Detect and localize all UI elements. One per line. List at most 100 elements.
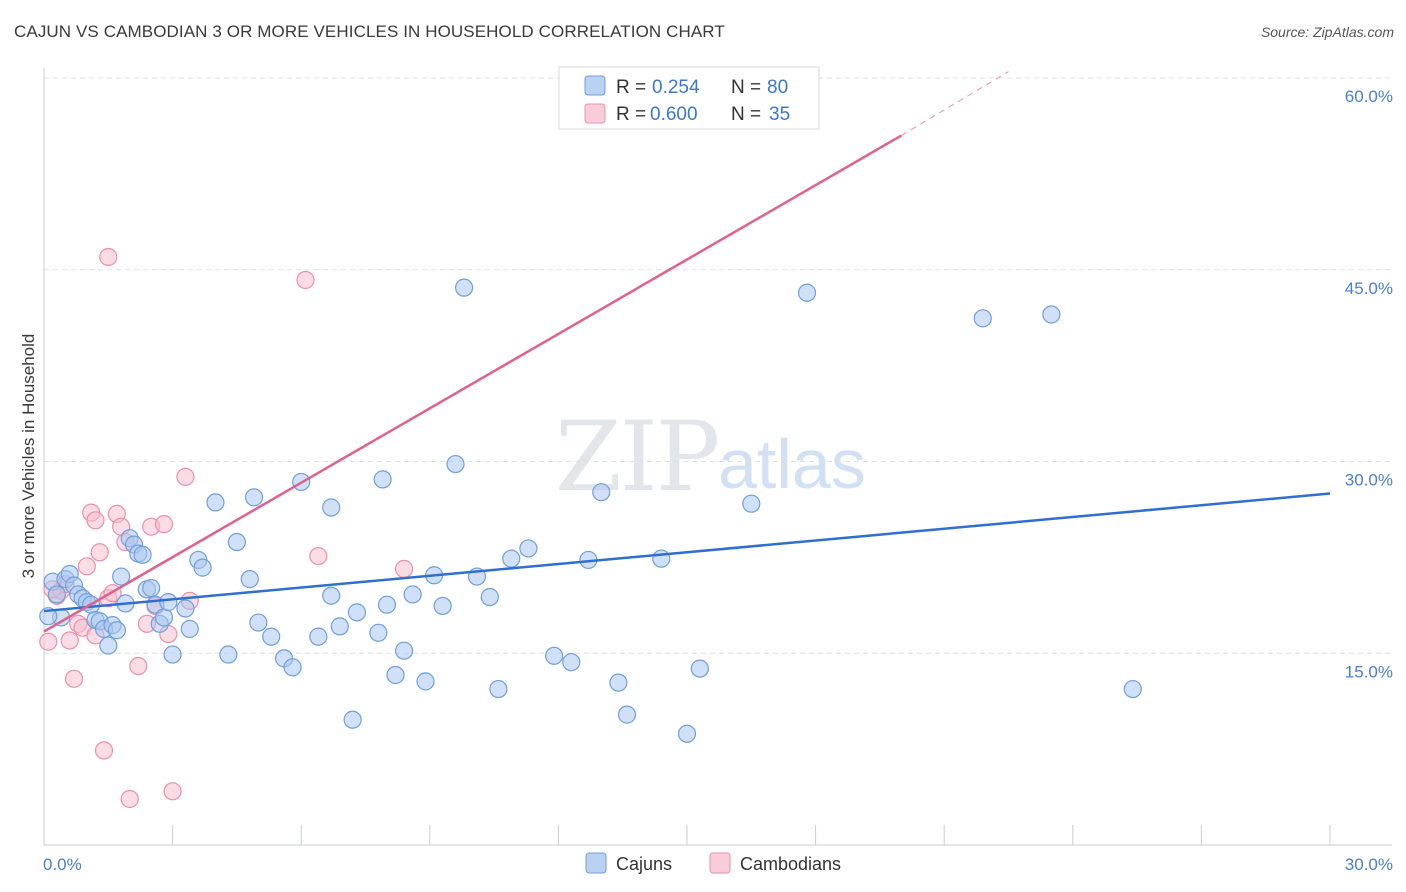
legend-r-value-cambodians: 0.600	[650, 104, 698, 125]
legend-n-label-cambodians: N =	[731, 104, 761, 125]
cajun-point	[322, 586, 341, 605]
cambodian-point	[296, 270, 315, 290]
legend-n-label-cajuns: N =	[731, 77, 761, 98]
cajun-point	[99, 636, 118, 655]
cajun-point	[973, 309, 992, 328]
cambodian-point	[163, 782, 182, 801]
cajun-point	[262, 627, 281, 646]
cajun-point	[112, 567, 131, 586]
legend-r-value-cajuns: 0.254	[652, 77, 700, 98]
cajun-point	[227, 532, 246, 552]
cajun-point	[609, 673, 628, 692]
cajun-point	[394, 641, 414, 660]
gridlines	[44, 77, 1392, 654]
cajun-point	[489, 679, 508, 699]
cajun-point	[219, 645, 238, 664]
cambodian-point	[309, 546, 328, 566]
y-tick-label: 30.0%	[1345, 471, 1393, 490]
cajun-point	[373, 470, 392, 489]
cajun-point	[330, 617, 349, 636]
cajun-trend-line	[43, 492, 1331, 613]
legend-r-label-cambodians: R =	[616, 104, 646, 125]
cajun-point	[433, 596, 452, 616]
bottom-legend-swatch-cambodians	[709, 852, 731, 874]
cajun-point	[107, 621, 126, 640]
cambodian-point	[129, 656, 148, 676]
cajun-point	[206, 493, 225, 512]
cajun-point	[1042, 305, 1061, 324]
legend-box: R = 0.254 N = 80 R = 0.600 N = 35	[558, 66, 820, 130]
legend-n-value-cajuns: 80	[767, 77, 788, 98]
x-tick-label: 30.0%	[1345, 855, 1393, 874]
legend-swatch-cajuns	[584, 75, 606, 96]
cajun-point	[519, 539, 538, 558]
watermark: ZIP atlas	[555, 401, 866, 513]
cajun-point	[193, 558, 212, 577]
cajun-point	[244, 488, 264, 507]
cajun-point	[39, 607, 58, 626]
cambodian-point	[99, 247, 118, 267]
cajun-point	[377, 595, 397, 614]
cajun-point	[240, 570, 259, 589]
cajun-point	[454, 278, 474, 297]
cajun-point	[545, 646, 564, 665]
cambodian-point	[39, 632, 58, 651]
cajun-point	[159, 593, 178, 612]
x-axis-ticks	[43, 825, 1331, 845]
bottom-legend-swatch-cajuns	[585, 852, 607, 874]
cambodian-point	[64, 669, 84, 688]
cambodian-point	[394, 559, 414, 578]
cambodian-trend-line	[43, 134, 902, 633]
cajun-point	[416, 672, 435, 691]
cajun-point	[47, 585, 66, 604]
cajun-point	[347, 603, 367, 622]
bottom-legend-label-cajuns: Cajuns	[616, 854, 672, 874]
cajun-point	[386, 665, 405, 685]
cajun-point	[403, 585, 422, 604]
cajun-point	[592, 483, 611, 502]
cajun-point	[617, 705, 637, 724]
cambodian-point	[120, 789, 139, 809]
cambodian-point	[176, 467, 195, 486]
cajun-point	[677, 724, 697, 743]
legend-n-value-cambodians: 35	[769, 104, 790, 125]
source-label: Source: ZipAtlas.com	[1260, 24, 1394, 40]
cajun-point	[652, 549, 671, 568]
cajun-point	[163, 645, 182, 664]
cajun-point	[283, 658, 302, 677]
cajun-point	[322, 498, 341, 517]
cajun-point	[446, 454, 465, 474]
y-tick-label: 15.0%	[1345, 662, 1393, 681]
cambodian-point	[77, 557, 96, 576]
x-tick-label: 0.0%	[43, 855, 82, 874]
cajun-point	[562, 653, 581, 672]
cajun-point	[480, 587, 499, 607]
cajun-point	[249, 613, 268, 632]
cajun-point	[142, 578, 161, 598]
cajun-point	[1123, 679, 1142, 699]
cambodian-point	[60, 631, 79, 650]
cajun-point	[180, 619, 199, 639]
y-tick-label: 45.0%	[1345, 279, 1393, 298]
cambodian-trend-extension	[901, 71, 1009, 137]
cajun-point	[690, 659, 709, 678]
cajun-point	[343, 710, 362, 729]
cajun-point	[502, 549, 521, 568]
cajun-point	[133, 545, 152, 564]
y-axis-title: 3 or more Vehicles in Household	[19, 334, 38, 579]
cajun-point	[309, 627, 328, 646]
cajun-point	[369, 623, 388, 642]
watermark-zip: ZIP	[555, 401, 718, 513]
cambodian-point	[154, 515, 174, 534]
bottom-legend-label-cambodians: Cambodians	[740, 854, 841, 874]
y-tick-label: 60.0%	[1345, 87, 1393, 106]
x-axis-tick-labels: 0.0% 30.0%	[43, 855, 1393, 874]
cajun-point	[742, 494, 761, 513]
cajun-point	[154, 608, 174, 627]
bottom-legend: Cajuns Cambodians	[585, 852, 841, 874]
series-cajuns-points	[39, 278, 1142, 743]
cambodian-point	[86, 511, 105, 530]
cajun-point	[797, 283, 817, 302]
cajun-point	[176, 599, 195, 618]
